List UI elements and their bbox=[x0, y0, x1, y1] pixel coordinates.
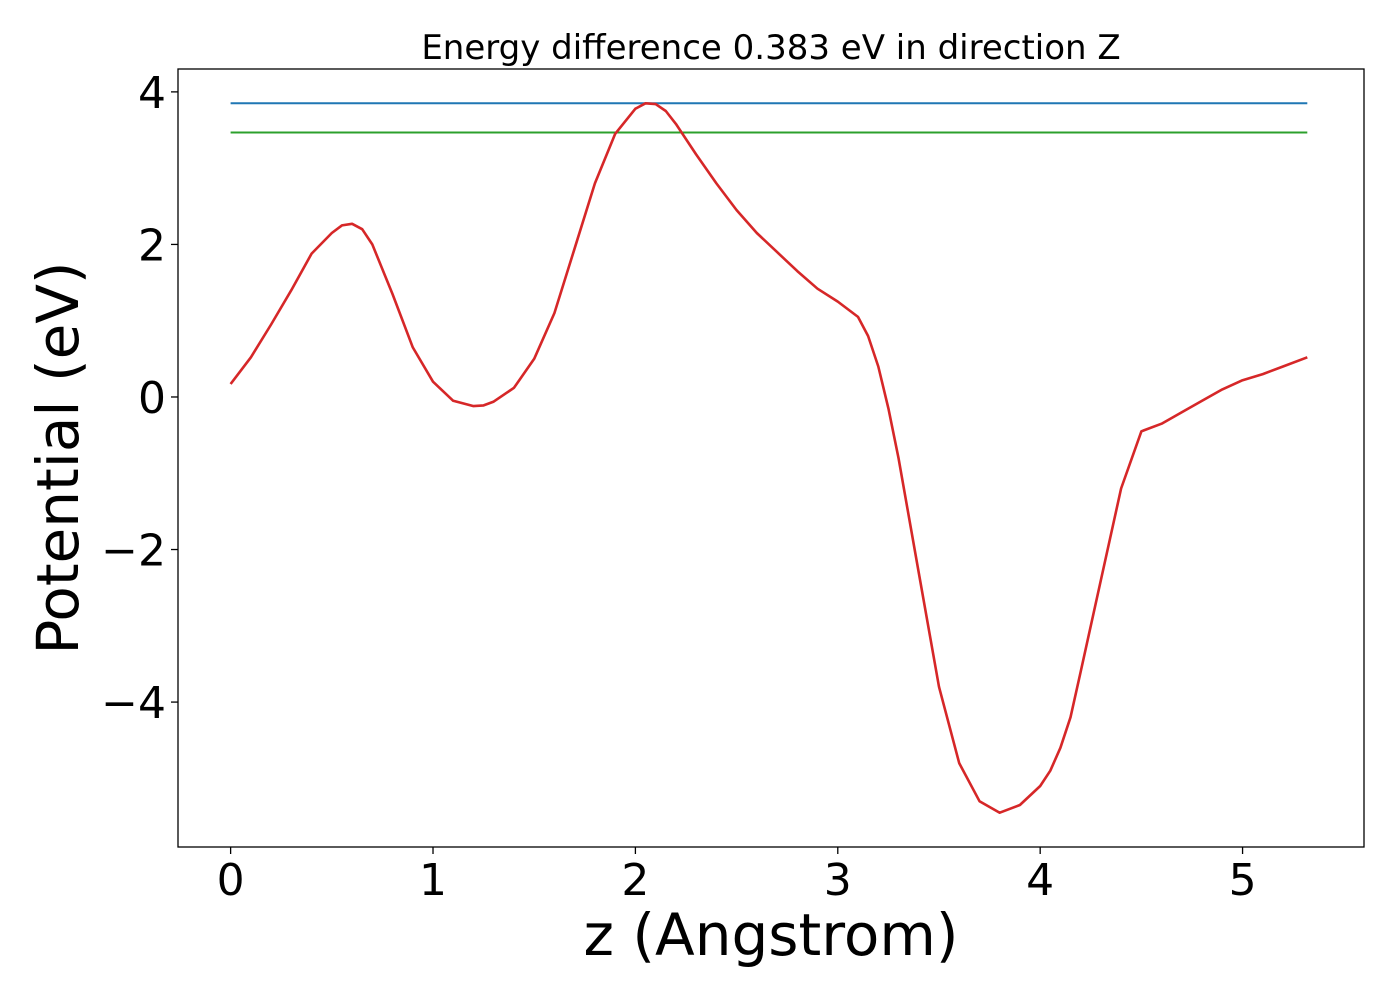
x-tick-label: 2 bbox=[621, 855, 649, 906]
x-tick-label: 5 bbox=[1229, 855, 1257, 906]
x-tick-label: 4 bbox=[1026, 855, 1054, 906]
y-tick-label: −4 bbox=[101, 678, 166, 729]
series-layer bbox=[229, 102, 1308, 815]
plot-frame bbox=[177, 68, 1365, 848]
y-tick-label: 0 bbox=[138, 373, 166, 424]
y-tick-label: 4 bbox=[138, 68, 166, 119]
x-axis-label: z (Angstrom) bbox=[584, 901, 959, 969]
x-tick-label: 1 bbox=[419, 855, 447, 906]
ticks-layer: 0 1 2 3 4 5 −4 −2 0 2 4 bbox=[101, 68, 1256, 906]
x-tick-label: 0 bbox=[217, 855, 245, 906]
y-tick-label: 2 bbox=[138, 220, 166, 271]
y-axis-label: Potential (eV) bbox=[24, 261, 92, 654]
x-tick-label: 3 bbox=[824, 855, 852, 906]
y-tick-label: −2 bbox=[101, 526, 166, 577]
series-line-3 bbox=[229, 102, 1308, 815]
chart-title: Energy difference 0.383 eV in direction … bbox=[421, 28, 1120, 68]
